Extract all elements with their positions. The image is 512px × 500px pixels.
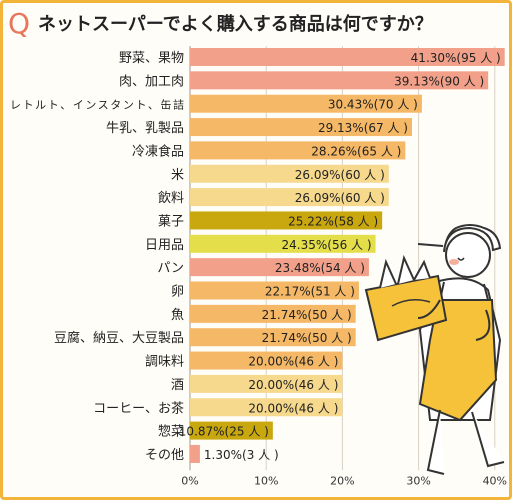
bar [190, 398, 343, 417]
bar-value-label: 20.00%(46 人 ) [248, 355, 338, 369]
bar-value-label: 10.87%(25 人 ) [179, 425, 269, 439]
bar [190, 118, 412, 137]
x-tick-label: 10% [254, 474, 278, 487]
category-label: 米 [171, 168, 184, 183]
bar-value-label: 24.35%(56 人 ) [282, 238, 372, 252]
category-label: 飲料 [158, 190, 184, 206]
category-label: 酒 [171, 378, 184, 393]
category-labels: 野菜、果物肉、加工肉レトルト、インスタント、缶詰牛乳、乳製品冷凍食品米飲料菓子日… [10, 51, 184, 463]
bar-value-label: 22.17%(51 人 ) [265, 285, 355, 299]
category-label: 肉、加工肉 [119, 74, 184, 89]
category-label: 卵 [171, 285, 184, 300]
x-tick-label: 30% [406, 474, 430, 487]
category-label: 調味料 [145, 355, 184, 370]
category-label: 惣菜 [158, 425, 184, 440]
title-q-mark: Q [8, 6, 31, 40]
bar [190, 374, 343, 393]
bar [190, 351, 343, 370]
bar [190, 258, 369, 277]
bar-value-label: 28.26%(65 人 ) [311, 144, 401, 158]
bar-value-label: 30.43%(70 人 ) [328, 98, 418, 112]
bar-value-label: 21.74%(50 人 ) [262, 331, 352, 345]
shopper-illustration-icon [364, 224, 505, 475]
bar-value-label: 23.48%(54 人 ) [275, 261, 365, 275]
bar-value-label: 21.74%(50 人 ) [262, 308, 352, 322]
bar-value-label: 1.30%(3 人 ) [204, 448, 279, 462]
bar-labels: 41.30%(95 人 ) 39.13%(90 人 ) 30.43%(70 人 ) 2… [179, 51, 501, 462]
bar [190, 304, 356, 323]
bar [190, 188, 389, 207]
category-label: 豆腐、納豆、大豆製品 [54, 331, 184, 346]
category-label: 魚 [171, 308, 184, 323]
bar [190, 164, 389, 183]
category-label: コーヒー、お茶 [93, 400, 184, 416]
category-label: レトルト、インスタント、缶詰 [10, 98, 184, 112]
category-label: 野菜、果物 [119, 51, 184, 66]
category-label: 冷凍食品 [132, 143, 184, 159]
bar-value-label: 41.30%(95 人 ) [411, 51, 501, 65]
x-tick-label: 20% [330, 474, 354, 487]
bar [190, 141, 406, 160]
bars [190, 48, 505, 463]
x-tick-label: 40% [483, 474, 507, 487]
bar [190, 48, 505, 66]
bar-value-label: 25.22%(58 人 ) [288, 214, 378, 228]
bar-value-label: 20.00%(46 人 ) [248, 401, 338, 415]
category-label: 菓子 [158, 214, 184, 229]
category-label: 牛乳、乳製品 [106, 121, 184, 136]
category-label: パン [157, 261, 184, 276]
x-tick-labels: 0% 10% 20% 30% 40% [181, 474, 507, 487]
chart-title: Q ネットスーパーでよく購入する商品は何ですか？ [8, 6, 433, 40]
title-text: ネットスーパーでよく購入する商品は何ですか？ [38, 14, 433, 35]
bar [190, 234, 376, 253]
bar [190, 71, 489, 90]
bar [190, 281, 359, 300]
bar-value-label: 39.13%(90 人 ) [394, 74, 484, 88]
bar [190, 94, 422, 113]
bar-value-label: 20.00%(46 人 ) [248, 378, 338, 392]
bar-value-label: 26.09%(60 人 ) [295, 168, 385, 182]
bar-value-label: 26.09%(60 人 ) [295, 191, 385, 205]
x-tick-label: 0% [181, 474, 198, 487]
bar [190, 444, 200, 463]
category-label: その他 [145, 448, 184, 463]
bar-value-label: 29.13%(67 人 ) [318, 121, 408, 135]
bar [190, 328, 356, 347]
bar [190, 211, 383, 230]
category-label: 日用品 [145, 238, 184, 253]
bar [190, 421, 273, 440]
